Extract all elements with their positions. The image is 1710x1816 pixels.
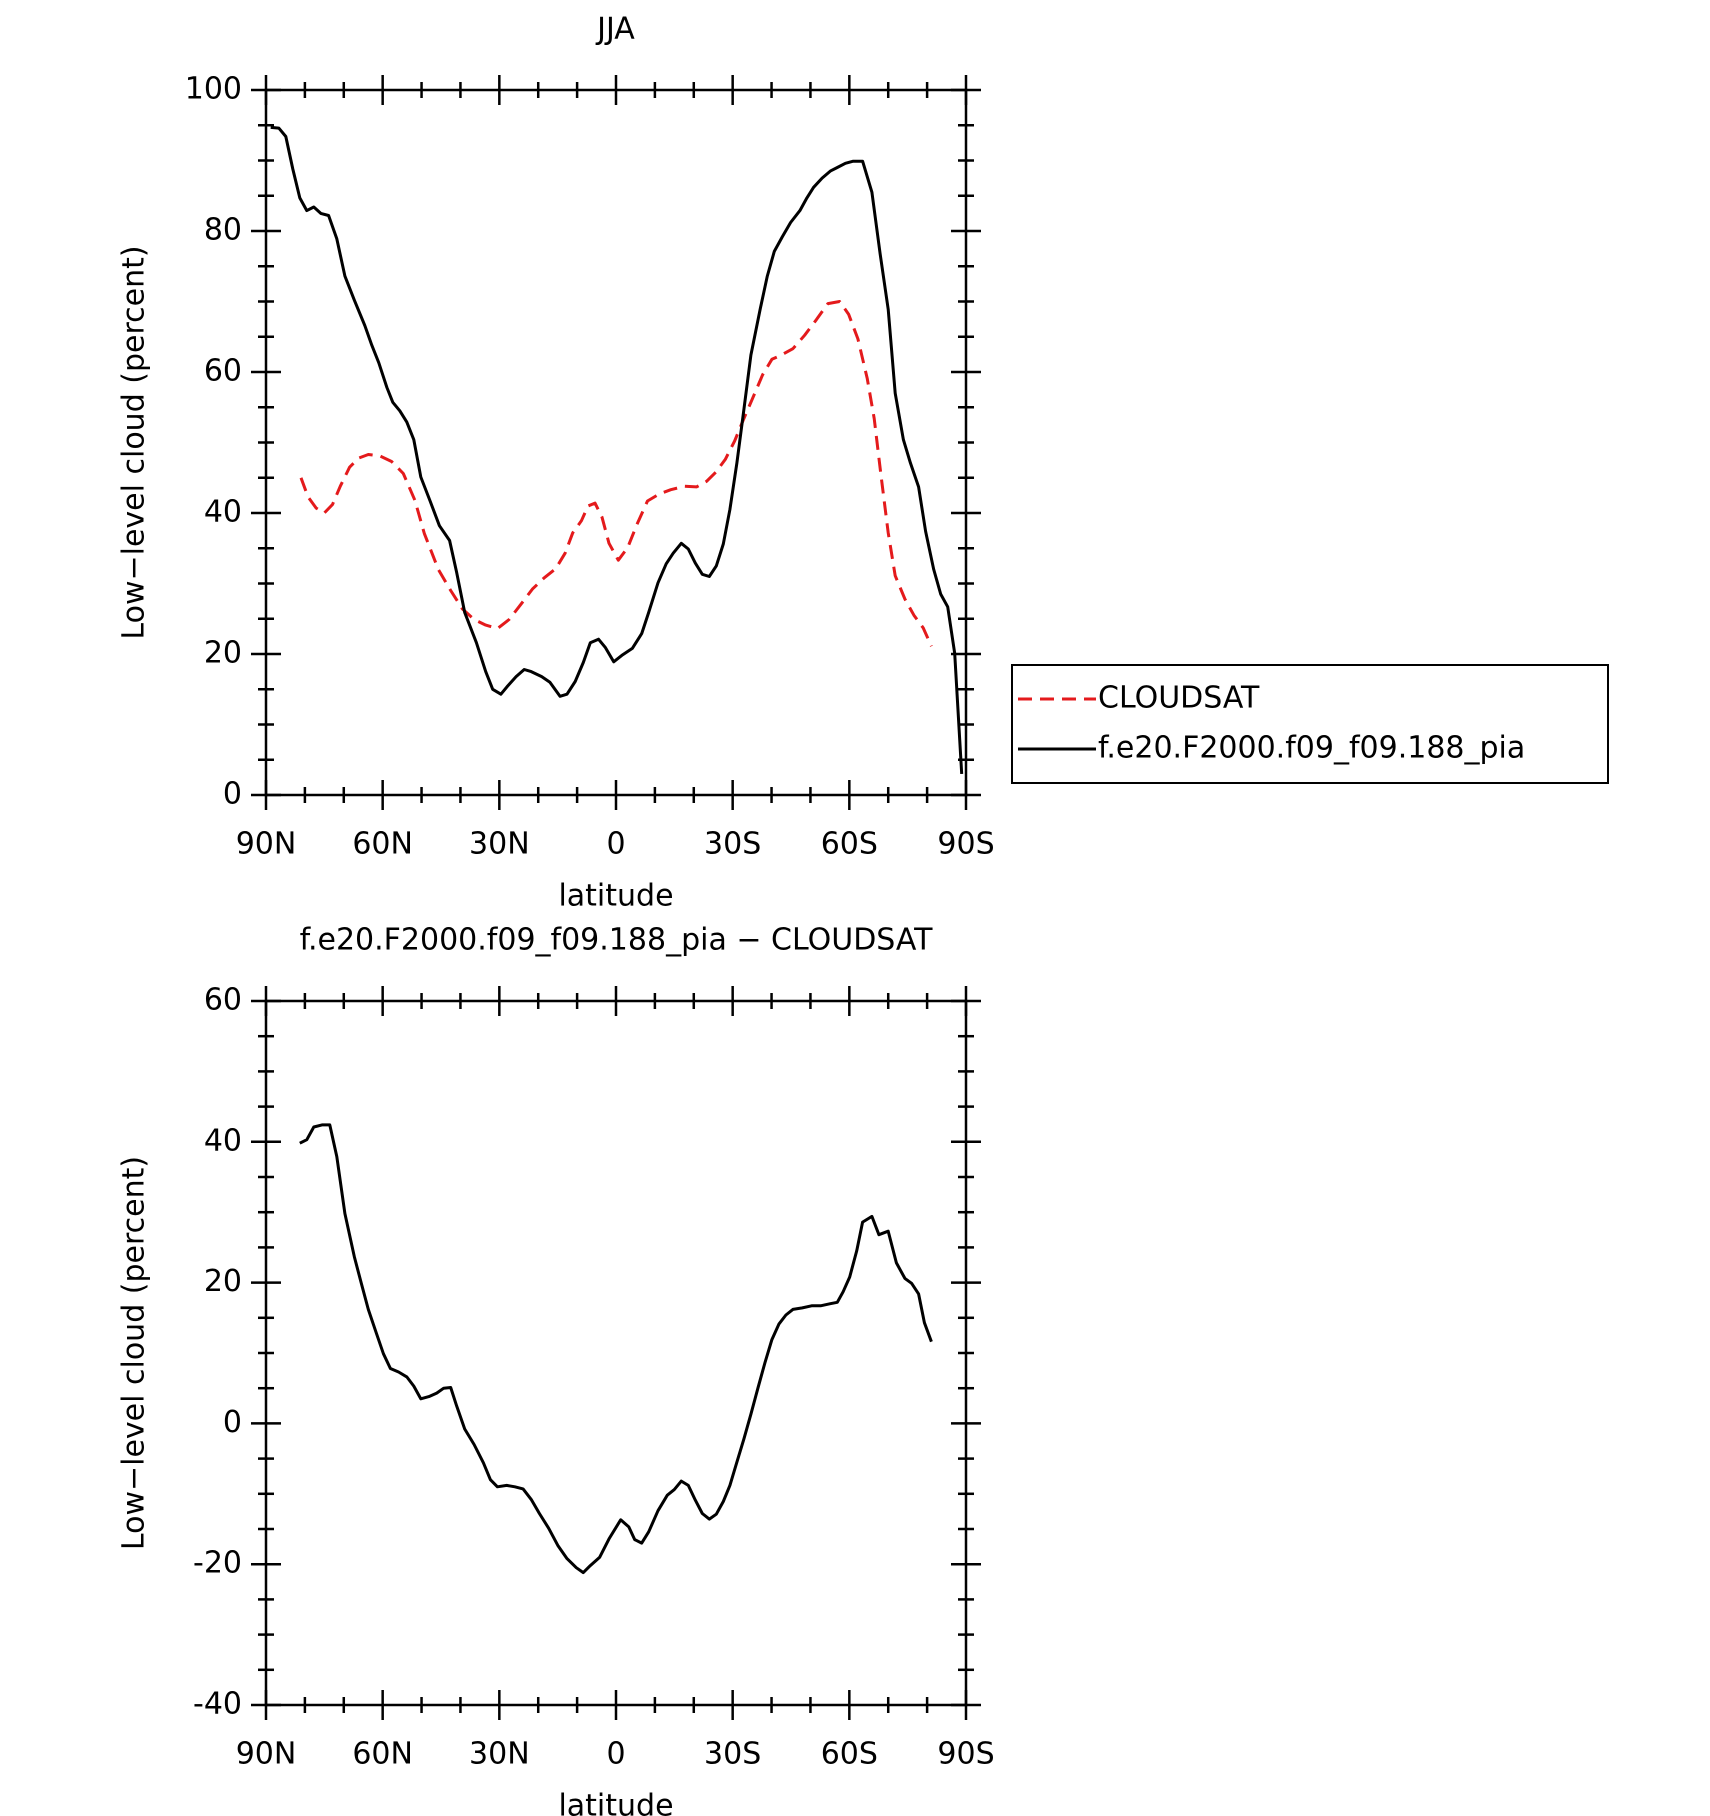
x-tick-label: 30S xyxy=(704,827,761,862)
x-tick-label: 90N xyxy=(236,1737,297,1772)
x-tick-label: 60S xyxy=(821,827,878,862)
x-tick-label: 90S xyxy=(937,1737,994,1772)
x-tick-label: 90N xyxy=(236,827,297,862)
series-line xyxy=(270,125,964,774)
y-tick-label: -20 xyxy=(193,1546,242,1581)
x-tick-label: 60S xyxy=(821,1737,878,1772)
y-tick-label: 0 xyxy=(223,1405,242,1440)
chart-title: JJA xyxy=(595,12,635,47)
y-tick-label: 60 xyxy=(204,983,242,1018)
y-axis-label: Low−level cloud (percent) xyxy=(117,1156,152,1550)
y-tick-label: 80 xyxy=(204,213,242,248)
x-tick-label: 60N xyxy=(352,827,413,862)
legend-label: CLOUDSAT xyxy=(1098,681,1260,716)
y-tick-label: 0 xyxy=(223,777,242,812)
chart-title: f.e20.F2000.f09_f09.188_pia − CLOUDSAT xyxy=(300,923,934,958)
y-tick-label: 60 xyxy=(204,354,242,389)
x-axis-label: latitude xyxy=(558,1789,673,1816)
y-tick-label: 100 xyxy=(185,72,242,107)
x-tick-label: 0 xyxy=(606,827,625,862)
x-tick-label: 30S xyxy=(704,1737,761,1772)
plot-frame xyxy=(264,999,968,1707)
y-tick-label: 40 xyxy=(204,1123,242,1158)
series-line xyxy=(299,300,933,647)
y-tick-label: -40 xyxy=(193,1687,242,1722)
legend-box xyxy=(1011,664,1609,784)
x-tick-label: 60N xyxy=(352,1737,413,1772)
x-tick-label: 0 xyxy=(606,1737,625,1772)
plot-frame xyxy=(264,88,968,797)
y-tick-label: 20 xyxy=(204,636,242,671)
series-line xyxy=(299,1123,933,1575)
x-tick-label: 30N xyxy=(469,1737,530,1772)
x-tick-label: 90S xyxy=(937,827,994,862)
y-tick-label: 40 xyxy=(204,495,242,530)
x-tick-label: 30N xyxy=(469,827,530,862)
legend-label: f.e20.F2000.f09_f09.188_pia xyxy=(1098,731,1525,766)
y-axis-label: Low−level cloud (percent) xyxy=(117,245,152,639)
x-axis-label: latitude xyxy=(558,879,673,914)
y-tick-label: 20 xyxy=(204,1264,242,1299)
